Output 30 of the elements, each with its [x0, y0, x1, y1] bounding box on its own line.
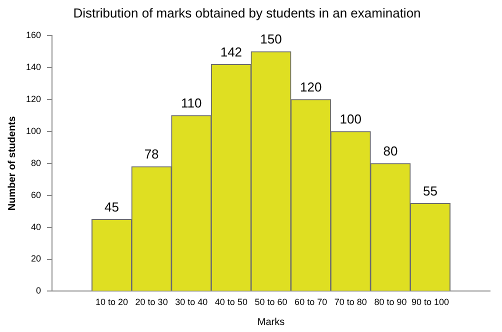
y-tick-label: 80: [31, 158, 42, 168]
x-tick-label: 60 to 70: [294, 297, 328, 308]
data-label: 142: [220, 44, 242, 60]
y-tick-label: 120: [26, 94, 42, 104]
data-label: 150: [260, 32, 282, 47]
y-tick-label: 60: [31, 190, 42, 200]
x-tick-label: 10 to 20: [95, 297, 128, 308]
data-label: 110: [181, 96, 202, 111]
y-tick-label: 140: [26, 62, 42, 72]
data-label: 78: [144, 146, 159, 162]
data-label: 55: [423, 183, 438, 198]
y-tick-label: 0: [36, 286, 42, 296]
x-tick-label: 40 to 50: [214, 297, 248, 308]
data-label: 120: [300, 80, 322, 95]
data-label: 100: [340, 112, 362, 127]
y-tick-label: 160: [26, 30, 42, 40]
x-tick-label: 20 to 30: [135, 297, 168, 308]
x-axis-title: Marks: [257, 316, 285, 328]
y-tick-label: 100: [26, 126, 42, 136]
x-tick-label: 80 to 90: [374, 297, 407, 308]
x-tick-label: 70 to 80: [334, 297, 367, 308]
y-tick-label: 40: [31, 222, 42, 232]
x-tick-label: 30 to 40: [175, 297, 208, 308]
x-tick-label: 50 to 60: [254, 297, 288, 308]
data-label: 80: [383, 143, 398, 158]
y-tick-label: 20: [31, 254, 42, 264]
chart-title: Distribution of marks obtained by students in an examination: [73, 5, 421, 20]
x-tick-label: 90 to 100: [412, 297, 450, 308]
data-label: 45: [104, 199, 119, 214]
y-axis-title: Number of students: [6, 116, 18, 211]
